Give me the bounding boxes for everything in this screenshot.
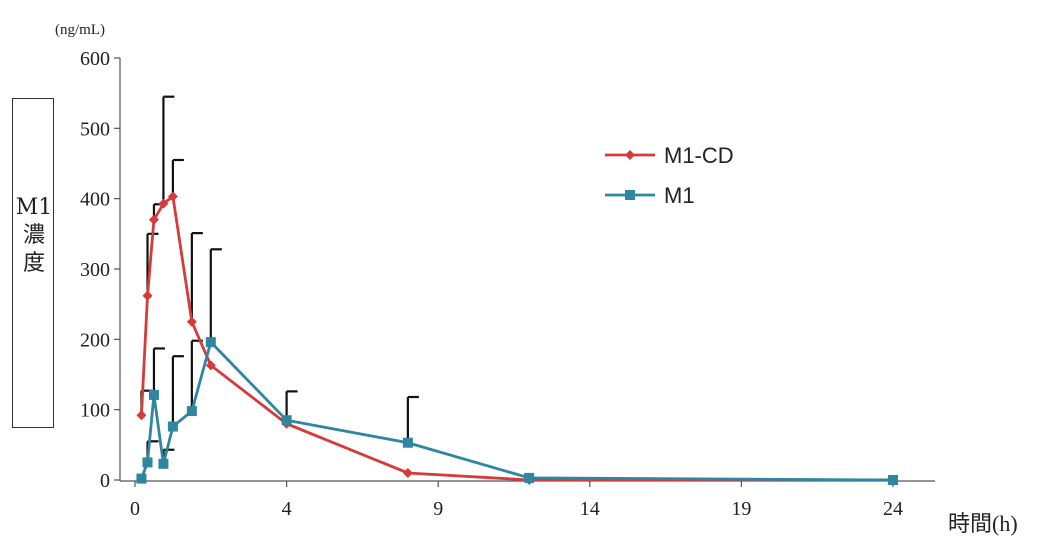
data-point	[888, 475, 898, 485]
data-point	[205, 360, 216, 371]
data-point	[186, 316, 197, 327]
data-point	[524, 472, 535, 483]
x-tick-label: 24	[883, 498, 903, 520]
y-tick-label: 0	[100, 470, 110, 492]
x-tick-label: 9	[433, 498, 443, 520]
y-axis-label: M1濃度	[15, 195, 53, 276]
data-point	[205, 337, 216, 348]
data-point	[186, 406, 197, 417]
y-tick-label: 600	[80, 48, 110, 70]
y-tick-label: 400	[80, 189, 110, 211]
y-tick-label: 500	[80, 118, 110, 140]
legend-marker	[625, 150, 635, 160]
data-point	[402, 467, 413, 478]
series-lines	[140, 194, 894, 482]
series-markers	[136, 191, 898, 485]
data-point	[142, 290, 153, 301]
data-point	[158, 198, 169, 209]
y-unit-label: (ng/mL)	[55, 22, 105, 38]
x-tick-label: 4	[282, 498, 292, 520]
y-tick-label: 100	[80, 400, 110, 422]
axes: 0 100 200 300 400 500 600 0 4 9 14 19 24	[80, 48, 935, 520]
error-bars	[140, 95, 419, 464]
y-tick-label: 300	[80, 259, 110, 281]
data-point	[158, 458, 169, 469]
data-point	[167, 191, 178, 202]
legend-label: M1-CD	[664, 143, 734, 168]
x-tick-label: 14	[580, 498, 600, 520]
data-point	[402, 437, 413, 448]
series-line-m1	[140, 339, 894, 482]
legend-marker	[625, 190, 635, 200]
legend-label: M1	[664, 183, 695, 208]
data-point	[142, 457, 153, 468]
x-tick-label: 0	[130, 498, 140, 520]
y-tick-label: 200	[80, 329, 110, 351]
data-point	[148, 389, 159, 400]
x-tick-label: 19	[731, 498, 751, 520]
data-point	[167, 421, 178, 432]
data-point	[281, 415, 292, 426]
data-point	[136, 473, 147, 484]
x-axis-label: 時間(h)	[948, 511, 1018, 536]
data-point	[148, 214, 159, 225]
series-line-m1-cd	[140, 194, 893, 482]
y-axis-label-box: M1濃度	[12, 98, 54, 428]
legend: M1-CD M1	[605, 143, 734, 208]
data-point	[136, 410, 147, 421]
